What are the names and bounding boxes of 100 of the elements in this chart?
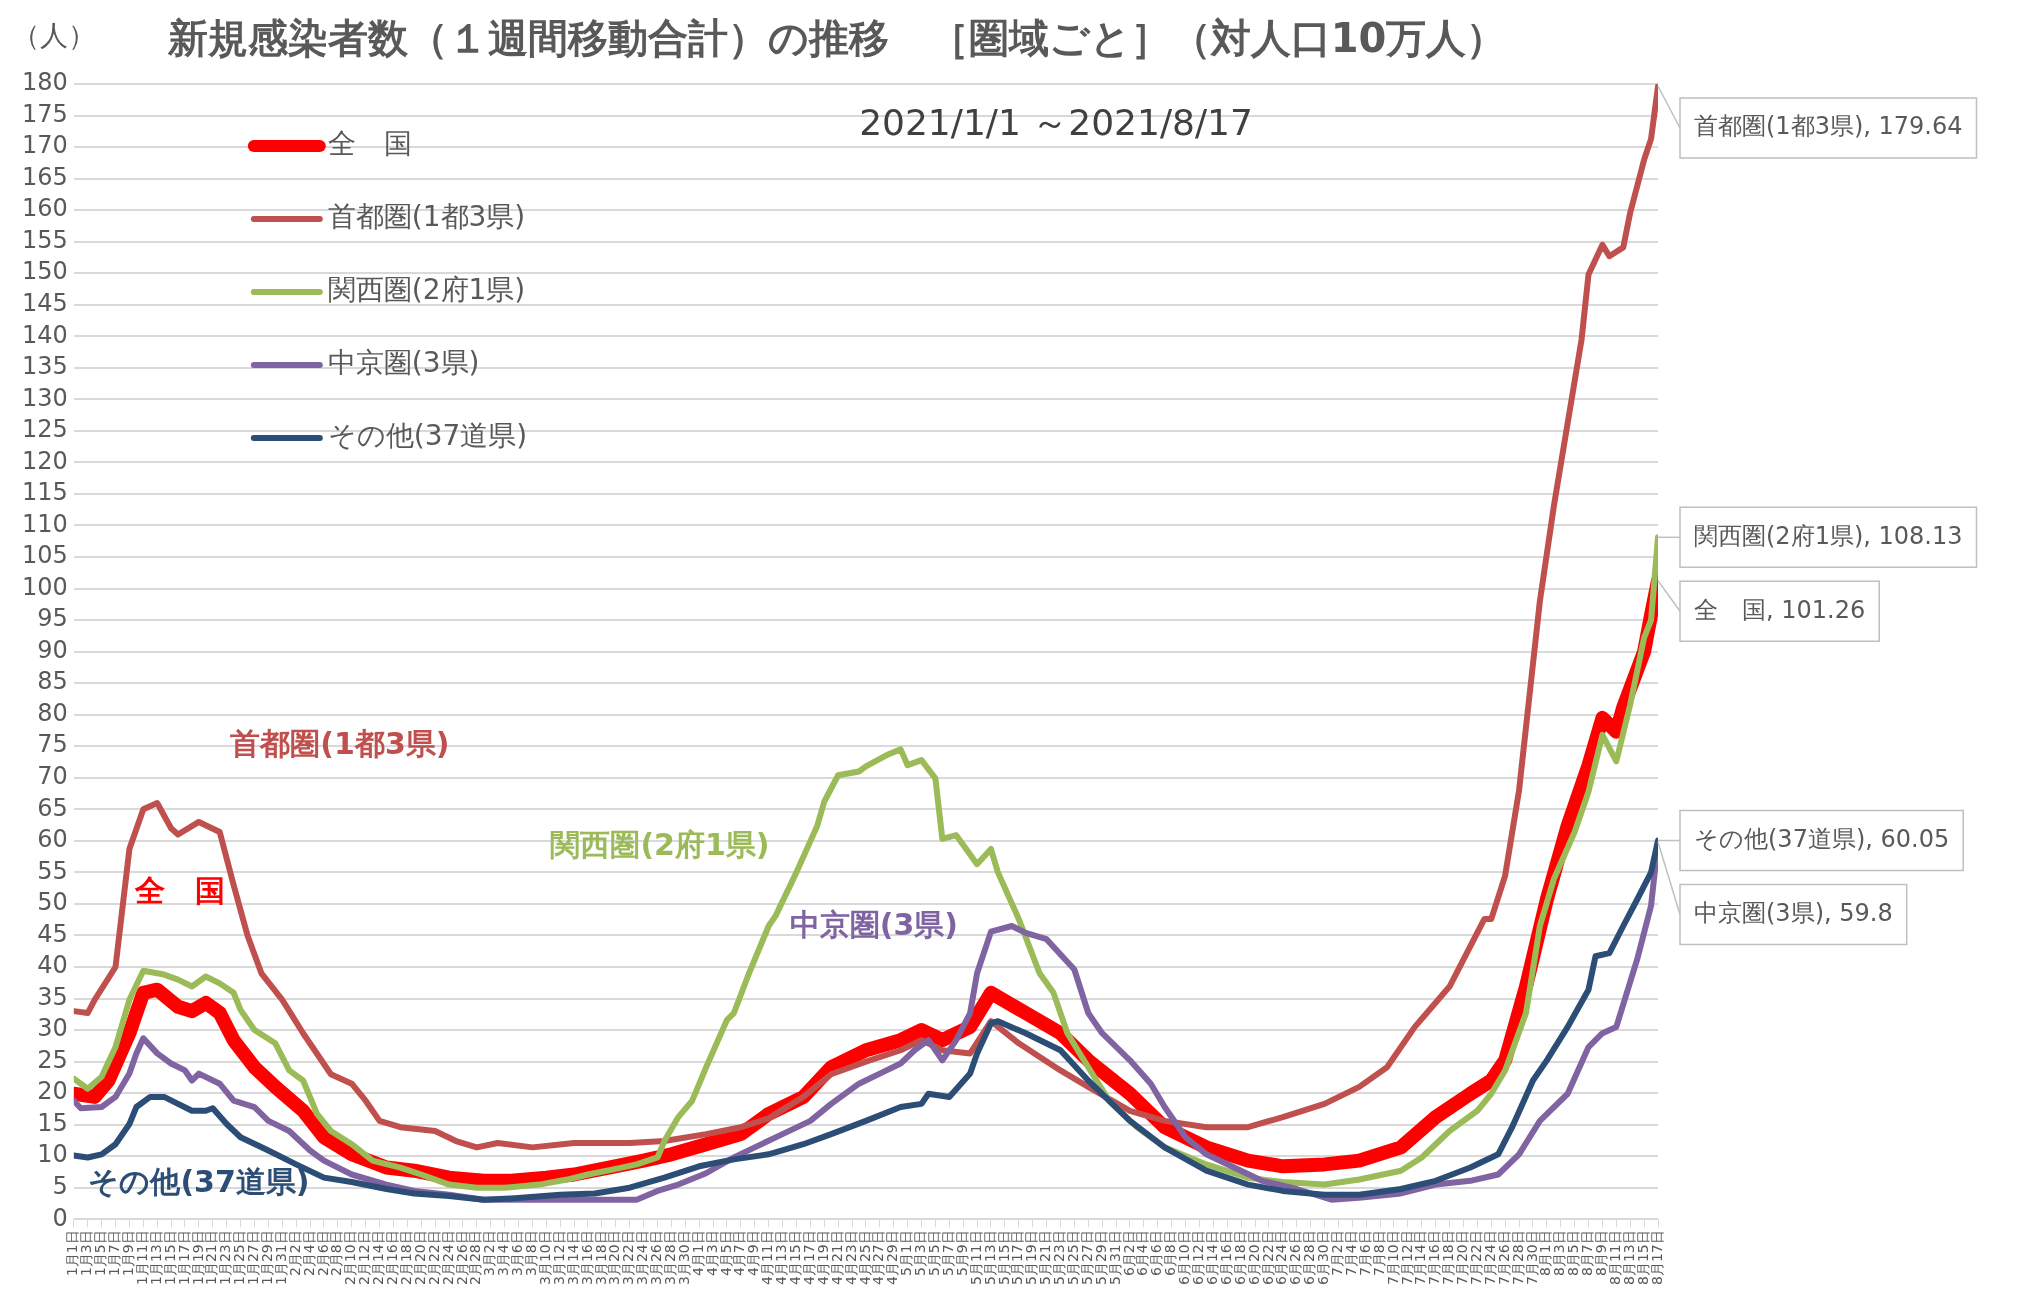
chart-title: 新規感染者数（１週間移動合計）の推移 ［圏域ごと］（対人口10万人） — [166, 15, 1507, 62]
x-tick-label: 3月14日 — [564, 1230, 581, 1286]
annotation: 中京圏(3県) — [789, 907, 958, 943]
y-tick-label: 110 — [22, 509, 68, 538]
y-tick-label: 100 — [22, 572, 68, 601]
x-tick-label: 5月21日 — [1037, 1230, 1054, 1286]
y-tick-label: 65 — [37, 793, 68, 822]
x-tick-label: 6月26日 — [1287, 1230, 1304, 1286]
x-tick-label: 6月20日 — [1245, 1230, 1262, 1286]
y-tick-label: 0 — [52, 1203, 68, 1232]
y-tick-label: 5 — [52, 1171, 68, 1200]
y-tick-label: 40 — [37, 951, 68, 980]
y-tick-label: 140 — [22, 320, 68, 349]
x-tick-label: 3月26日 — [648, 1230, 665, 1286]
x-tick-label: 1月7日 — [106, 1230, 123, 1277]
data-label: その他(37道県), 60.05 — [1694, 824, 1950, 853]
y-tick-label: 170 — [22, 131, 68, 160]
annotation: その他(37道県) — [88, 1163, 310, 1199]
x-tick-label: 3月4日 — [495, 1230, 512, 1277]
y-tick-label: 85 — [37, 667, 68, 696]
y-tick-label: 20 — [37, 1077, 68, 1106]
x-tick-label: 5月15日 — [995, 1230, 1012, 1286]
x-tick-label: 8月5日 — [1565, 1230, 1582, 1277]
x-tick-label: 3月2日 — [481, 1230, 498, 1277]
y-tick-label: 180 — [22, 68, 68, 97]
y-tick-label: 35 — [37, 982, 68, 1011]
y-tick-label: 70 — [37, 762, 68, 791]
x-tick-label: 5月13日 — [981, 1230, 998, 1286]
y-tick-label: 15 — [37, 1108, 68, 1137]
legend-label: 中京圏(3県) — [327, 346, 480, 380]
x-tick-label: 7月30日 — [1523, 1230, 1540, 1286]
x-tick-label: 5月23日 — [1051, 1230, 1068, 1286]
x-tick-label: 1月1日 — [64, 1230, 81, 1277]
x-tick-label: 4月13日 — [773, 1230, 790, 1286]
text: 2021/1/1 ～2021/8/17 — [859, 102, 1253, 144]
y-tick-label: 160 — [22, 194, 68, 223]
x-tick-label: 7月2日 — [1329, 1230, 1346, 1277]
y-tick-label: 150 — [22, 257, 68, 286]
legend-label: その他(37道県) — [327, 419, 528, 453]
y-tick-label: 10 — [37, 1140, 68, 1169]
legend-label: 首都圏(1都3県) — [327, 200, 526, 234]
y-axis-title: （人） — [12, 19, 96, 53]
x-tick-label: 8月17日 — [1648, 1230, 1665, 1286]
x-tick-label: 1月29日 — [259, 1230, 275, 1286]
x-tick-label: 2月16日 — [384, 1230, 401, 1286]
y-tick-label: 175 — [22, 99, 68, 128]
x-tick-label: 4月27日 — [870, 1230, 887, 1286]
data-label: 全 国, 101.26 — [1694, 595, 1866, 624]
y-tick-label: 130 — [22, 383, 68, 412]
x-tick-label: 7月12日 — [1398, 1230, 1415, 1286]
y-tick-label: 165 — [22, 162, 68, 191]
x-tick-label: 3月16日 — [578, 1230, 595, 1286]
y-tick-label: 90 — [37, 635, 68, 664]
x-tick-label: 4月29日 — [884, 1230, 901, 1286]
x-tick-label: 6月30日 — [1315, 1230, 1332, 1286]
x-tick-label: 3月18日 — [592, 1230, 609, 1286]
x-tick-label: 3月28日 — [662, 1230, 678, 1286]
y-tick-label: 105 — [22, 541, 68, 570]
legend-label: 全 国 — [327, 127, 412, 161]
x-tick-label: 8月15日 — [1634, 1230, 1651, 1286]
y-tick-label: 45 — [37, 919, 68, 948]
x-tick-label: 5月3日 — [912, 1230, 929, 1277]
x-tick-label: 1月19日 — [189, 1230, 206, 1286]
x-tick-label: 5月17日 — [1009, 1230, 1026, 1286]
x-tick-label: 6月10日 — [1176, 1230, 1193, 1286]
x-tick-label: 1月15日 — [161, 1230, 178, 1286]
x-tick-label: 5月31日 — [1106, 1230, 1123, 1286]
x-tick-label: 1月27日 — [245, 1230, 262, 1286]
x-tick-label: 3月22日 — [620, 1230, 637, 1286]
y-tick-label: 60 — [37, 825, 68, 854]
data-label: 中京圏(3県), 59.8 — [1694, 898, 1893, 927]
x-tick-label: 7月16日 — [1426, 1230, 1443, 1286]
x-tick-label: 4月3日 — [703, 1230, 720, 1277]
x-tick-label: 7月28日 — [1509, 1230, 1526, 1286]
annotation: 全 国 — [133, 873, 225, 909]
x-tick-label: 3月8日 — [523, 1230, 540, 1277]
x-tick-label: 4月9日 — [745, 1230, 762, 1277]
x-tick-label: 1月25日 — [231, 1230, 248, 1286]
data-label: 首都圏(1都3県), 179.64 — [1694, 112, 1963, 141]
x-tick-label: 2月6日 — [314, 1230, 331, 1277]
x-tick-label: 7月14日 — [1412, 1230, 1429, 1286]
y-tick-label: 55 — [37, 856, 68, 885]
y-tick-label: 95 — [37, 604, 68, 633]
x-tick-label: 4月7日 — [731, 1230, 748, 1277]
x-tick-label: 1月5日 — [92, 1230, 109, 1277]
x-tick-label: 4月15日 — [787, 1230, 804, 1286]
x-tick-label: 5月5日 — [926, 1230, 943, 1277]
x-tick-label: 6月4日 — [1134, 1230, 1151, 1277]
x-tick-label: 4月25日 — [856, 1230, 873, 1286]
y-tick-label: 30 — [37, 1014, 68, 1043]
x-tick-label: 5月1日 — [898, 1230, 915, 1277]
x-tick-label: 2月26日 — [453, 1230, 470, 1286]
x-tick-label: 7月8日 — [1370, 1230, 1387, 1277]
x-tick-label: 6月12日 — [1190, 1230, 1207, 1286]
x-tick-label: 8月3日 — [1551, 1230, 1568, 1277]
x-tick-label: 2月8日 — [328, 1230, 345, 1277]
annotation: 関西圏(2府1県) — [550, 826, 770, 862]
y-tick-label: 80 — [37, 698, 68, 727]
x-tick-label: 3月20日 — [606, 1230, 623, 1286]
y-tick-label: 155 — [22, 225, 68, 254]
